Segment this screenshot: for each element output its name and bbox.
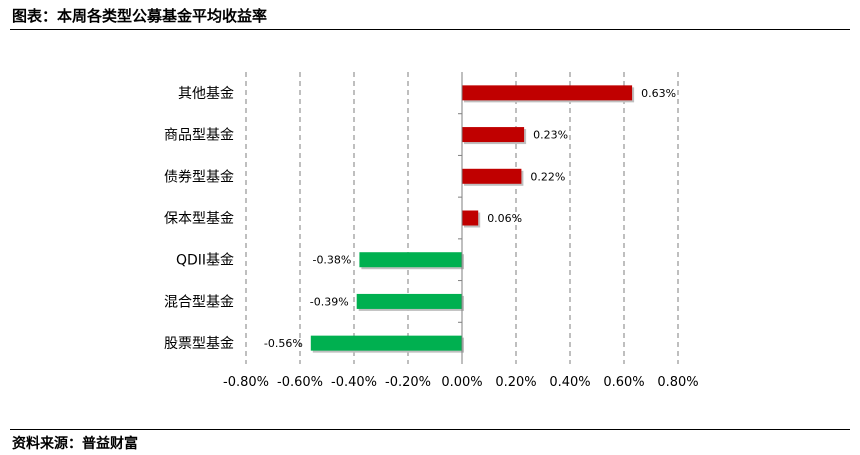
top-rule (10, 29, 850, 30)
value-label: 0.63% (641, 87, 676, 100)
value-label: 0.06% (487, 212, 522, 225)
chart-title: 图表：本周各类型公募基金平均收益率 (12, 7, 268, 25)
bar (356, 293, 462, 309)
category-label: QDII基金 (176, 252, 234, 269)
grid-lines (245, 72, 679, 364)
x-tick-label: -0.60% (277, 375, 323, 390)
x-tick-label: -0.40% (331, 375, 377, 390)
bar (462, 168, 522, 184)
category-label: 商品型基金 (164, 127, 234, 144)
category-label: 股票型基金 (164, 335, 234, 352)
x-axis: -0.80% -0.60% -0.40% -0.20% 0.00% 0.20% 0.40% 0… (223, 72, 699, 390)
bar (310, 335, 462, 351)
bar (462, 210, 479, 226)
x-tick-label: -0.80% (223, 375, 269, 390)
category-label: 其他基金 (178, 85, 234, 102)
x-tick-label: 0.20% (495, 375, 536, 390)
value-label: 0.22% (530, 170, 565, 183)
x-tick-label: 0.40% (549, 375, 590, 390)
bar (359, 252, 462, 268)
source-note: 资料来源：普益财富 (12, 436, 138, 452)
value-label: -0.39% (310, 295, 349, 308)
bar (462, 127, 525, 143)
bars (310, 85, 635, 353)
x-tick-label: 0.80% (657, 375, 698, 390)
value-labels: 0.63% 0.23% 0.22% 0.06% -0.38% -0.39% -0.56% (264, 87, 676, 350)
value-label: -0.56% (264, 337, 303, 350)
value-label: -0.38% (312, 254, 351, 267)
category-label: 保本型基金 (164, 210, 234, 227)
bar (462, 85, 633, 101)
x-tick-label: 0.00% (441, 375, 482, 390)
x-tick-label: -0.20% (385, 375, 431, 390)
value-label: 0.23% (533, 129, 568, 142)
category-label: 债券型基金 (164, 168, 234, 185)
x-tick-label: 0.60% (603, 375, 644, 390)
category-label: 混合型基金 (164, 293, 234, 310)
bottom-rule (10, 429, 850, 430)
